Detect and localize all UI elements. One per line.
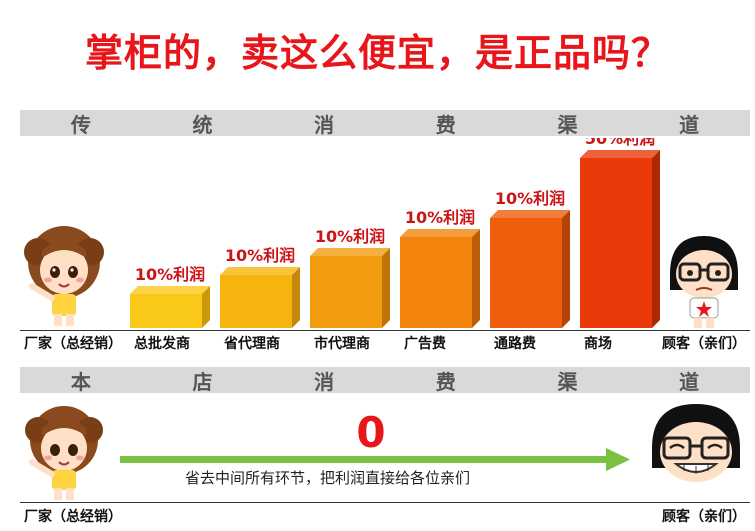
- traditional-channel-band: 传统消费渠道: [20, 110, 750, 137]
- bar-value-label: 10%利润: [225, 246, 295, 265]
- chart-baseline: [20, 330, 750, 331]
- bar-广告费: [400, 237, 472, 328]
- category-label: 总批发商: [134, 336, 190, 352]
- manufacturer-mascot-bottom-icon: [25, 406, 103, 500]
- traditional-band-char: 传: [70, 112, 91, 137]
- category-label: 市代理商: [314, 336, 370, 352]
- bar-top: [490, 210, 570, 218]
- manufacturer-label-bottom: 厂家（总经销）: [24, 509, 122, 525]
- bar-通路费: [490, 218, 562, 328]
- store-band-char: 消: [314, 369, 335, 394]
- manufacturer-label: 厂家（总经销）: [24, 336, 122, 352]
- bar-side: [202, 286, 210, 328]
- category-label: 广告费: [404, 336, 446, 352]
- bar-side: [292, 267, 300, 328]
- store-baseline: [20, 502, 750, 503]
- customer-mascot-bottom-icon: [652, 404, 740, 482]
- bar-side: [562, 210, 570, 328]
- arrow-shaft: [120, 456, 610, 463]
- bar-value-label: 10%利润: [405, 208, 475, 227]
- customer-mascot-icon: [670, 236, 738, 328]
- category-label: 省代理商: [224, 336, 280, 352]
- customer-label-bottom: 顾客（亲们）: [662, 509, 746, 525]
- bar-value-label: 10%利润: [135, 265, 205, 284]
- bar-top: [130, 286, 210, 294]
- store-band-char: 渠: [557, 369, 578, 394]
- category-label: 商场: [584, 336, 612, 352]
- bar-side: [652, 150, 660, 328]
- bar-省代理商: [220, 275, 292, 328]
- bar-top: [310, 248, 390, 256]
- traditional-band-char: 费: [435, 112, 456, 137]
- bar-side: [382, 248, 390, 328]
- headline: 掌柜的，卖这么便宜，是正品吗？: [84, 31, 670, 75]
- profit-bar-chart: 10%利润 10%利润 10%利润 10%利润 10%利润 50%利润: [130, 138, 660, 328]
- bar-side: [472, 229, 480, 328]
- bar-市代理商: [310, 256, 382, 328]
- bar-value-label: 50%利润: [585, 138, 655, 148]
- category-label: 通路费: [494, 336, 536, 352]
- store-band-char: 本: [70, 369, 91, 394]
- traditional-band-char: 消: [314, 112, 335, 137]
- traditional-band-char: 渠: [557, 112, 578, 137]
- store-band-chars: 本店消费渠道: [20, 367, 750, 394]
- manufacturer-mascot-icon: [24, 226, 104, 326]
- traditional-band-char: 道: [679, 112, 700, 137]
- store-band-char: 道: [679, 369, 700, 394]
- arrow-caption: 省去中间所有环节，把利润直接给各位亲们: [185, 469, 471, 487]
- traditional-band-char: 统: [192, 112, 213, 137]
- bar-value-label: 10%利润: [495, 189, 565, 208]
- store-band-char: 费: [435, 369, 456, 394]
- traditional-band-chars: 传统消费渠道: [20, 110, 750, 137]
- bar-top: [220, 267, 300, 275]
- bar-商场: [580, 158, 652, 328]
- bar-value-label: 10%利润: [315, 227, 385, 246]
- zero-profit-value: 0: [356, 408, 386, 457]
- bar-top: [580, 150, 660, 158]
- store-band-char: 店: [192, 369, 213, 394]
- direct-channel-arrow: [120, 448, 630, 471]
- arrow-head: [606, 448, 630, 471]
- store-channel-band: 本店消费渠道: [20, 367, 750, 394]
- bar-top: [400, 229, 480, 237]
- bar-总批发商: [130, 294, 202, 328]
- customer-label: 顾客（亲们）: [662, 336, 746, 352]
